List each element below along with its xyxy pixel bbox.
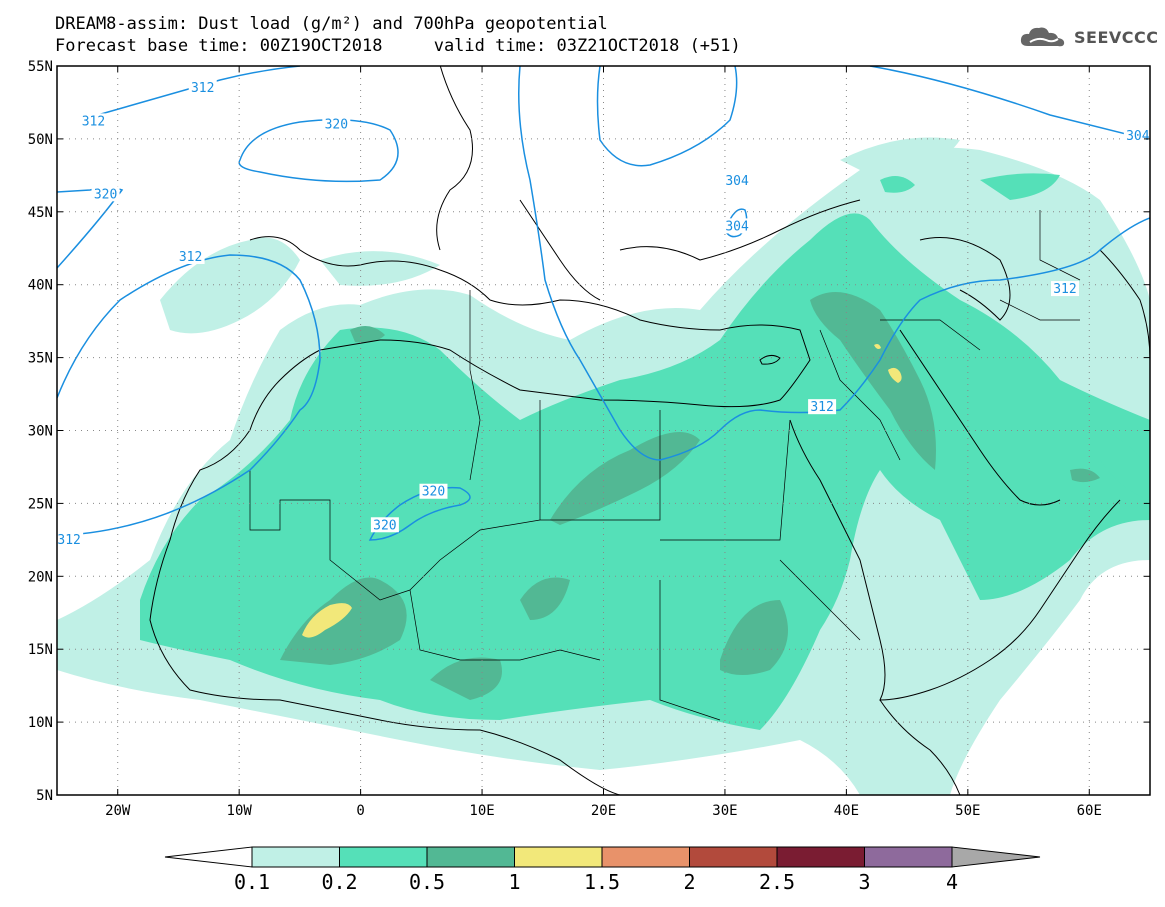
contour-label: 304 (725, 174, 749, 189)
contour-label-bg (808, 399, 837, 415)
contour-labels: 312 312 320 320 312 304 304 304 312 312 320 320 312 (57, 79, 1150, 548)
chart-title: DREAM8-assim: Dust load (g/m²) and 700hP… (55, 14, 608, 34)
lat-label: 10N (28, 715, 53, 731)
colorbar-right-triangle (951, 846, 1041, 868)
seevccc-logo: SEEVCCC (1018, 24, 1159, 50)
colorbar-label: 2 (683, 870, 695, 894)
colorbar-segment (689, 846, 778, 868)
chart-subtitle: Forecast base time: 00Z19OCT2018 valid t… (55, 36, 741, 56)
contour-label-bg (79, 113, 108, 129)
dust-high-shading (280, 292, 1100, 700)
colorbar-segment (776, 846, 865, 868)
colorbar-legend: 0.1 0.2 0.5 1 1.5 2 2.5 3 4 (164, 846, 1041, 894)
contour-label: 312 (1053, 282, 1076, 297)
lat-label: 45N (28, 205, 53, 221)
lat-label: 20N (28, 569, 53, 585)
lat-label: 25N (28, 496, 53, 512)
lon-label: 60E (1077, 803, 1102, 819)
colorbar-segment (514, 846, 603, 868)
colorbar-left-triangle (164, 846, 253, 868)
dust-very-high-shading (302, 344, 902, 638)
contour-label-bg (723, 218, 752, 234)
contour-label: 304 (1126, 129, 1150, 144)
lon-label: 10E (469, 803, 494, 819)
colorbar-segment (251, 846, 340, 868)
contour-label-bg (322, 116, 351, 132)
lon-label: 30E (712, 803, 737, 819)
cloud-logo-icon (1020, 27, 1065, 47)
contour-label-bg (57, 531, 84, 547)
lat-label: 55N (28, 59, 53, 75)
contour-label-bg (1123, 127, 1150, 143)
contour-label-bg (370, 517, 399, 533)
contour-label: 312 (191, 81, 214, 96)
contour-label-bg (176, 248, 205, 264)
contour-label: 320 (94, 187, 117, 202)
lat-label: 15N (28, 642, 53, 658)
contour-label: 312 (179, 250, 202, 265)
colorbar-segment (601, 846, 690, 868)
contour-label: 320 (373, 518, 396, 533)
contour-label-bg (1050, 281, 1079, 297)
contour-label: 304 (725, 219, 749, 234)
lat-label: 30N (28, 424, 53, 440)
graticule-grid (57, 66, 1150, 795)
borders (249, 210, 1081, 721)
contour-label: 312 (57, 533, 80, 548)
valid-time: valid time: 03Z21OCT2018 (+51) (433, 36, 741, 56)
contour-label: 312 (82, 114, 105, 129)
lat-label: 5N (36, 788, 53, 804)
map-area: 312 312 320 320 312 304 304 304 312 312 320 320 312 (57, 66, 1150, 795)
colorbar-label: 0.5 (409, 870, 445, 894)
logo-text: SEEVCCC (1074, 27, 1159, 47)
colorbar-segment (339, 846, 428, 868)
lon-label: 20E (591, 803, 616, 819)
lon-label: 40E (834, 803, 859, 819)
lon-label: 10W (227, 803, 253, 819)
colorbar-label: 0.1 (234, 870, 270, 894)
lon-label: 0 (356, 803, 364, 819)
lon-label: 20W (105, 803, 131, 819)
forecast-base-time: Forecast base time: 00Z19OCT2018 (55, 36, 383, 56)
colorbar-label: 0.2 (321, 870, 357, 894)
lat-label: 50N (28, 132, 53, 148)
colorbar-label: 2.5 (759, 870, 795, 894)
contour-label-bg (91, 186, 120, 202)
contour-label: 320 (325, 117, 348, 132)
contour-label-bg (188, 79, 217, 95)
lat-label: 35N (28, 351, 53, 367)
lat-label: 40N (28, 278, 53, 294)
longitude-axis: 20W 10W 0 10E 20E 30E 40E 50E 60E (105, 66, 1102, 819)
contour-label-bg (723, 173, 752, 189)
lon-label: 50E (955, 803, 980, 819)
colorbar-label: 1.5 (584, 870, 620, 894)
contour-label-bg (419, 483, 448, 499)
colorbar-segment (864, 846, 953, 868)
contour-label: 312 (810, 400, 833, 415)
colorbar-label: 3 (858, 870, 870, 894)
colorbar-segment (426, 846, 515, 868)
geopotential-contours (57, 66, 1150, 541)
contour-label: 320 (422, 485, 445, 500)
colorbar-label: 1 (508, 870, 520, 894)
latitude-axis: 55N 50N 45N 40N 35N 30N 25N 20N 15N 10N 5N (28, 59, 1150, 804)
colorbar-label: 4 (946, 870, 958, 894)
